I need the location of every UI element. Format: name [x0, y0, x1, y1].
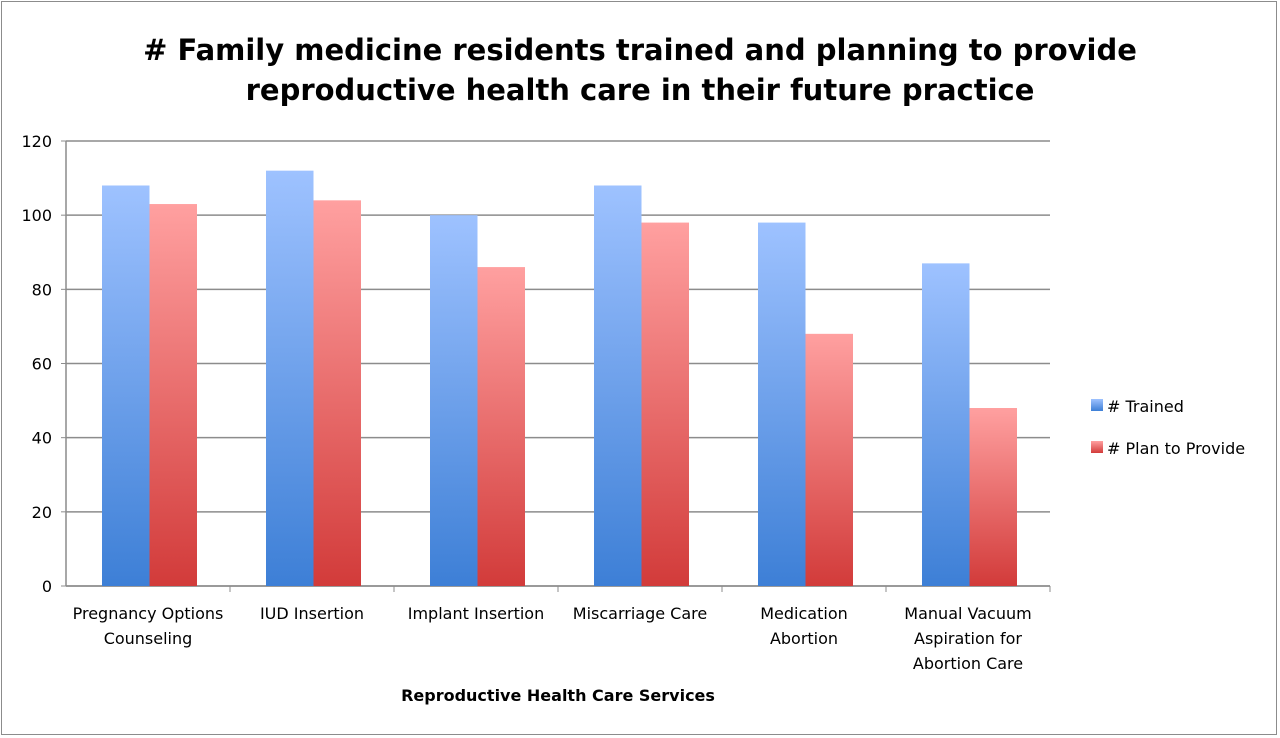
legend-swatch	[1091, 399, 1103, 411]
chart-title-line-2: reproductive health care in their future…	[245, 73, 1035, 107]
y-tick-label: 0	[42, 577, 52, 596]
y-tick-label: 60	[32, 355, 52, 374]
x-category-label: Counseling	[104, 629, 193, 648]
x-category-label: Medication	[760, 604, 848, 623]
bar-plan-to-provide	[969, 408, 1017, 586]
y-tick-label: 40	[32, 429, 52, 448]
x-category-label: Abortion	[770, 629, 838, 648]
x-category-label: Abortion Care	[913, 654, 1023, 673]
bar-trained	[594, 185, 642, 586]
y-tick-label: 80	[32, 280, 52, 299]
x-category-label: Miscarriage Care	[573, 604, 707, 623]
bar-trained	[102, 185, 150, 586]
x-axis-title: Reproductive Health Care Services	[401, 686, 715, 705]
chart-title: # Family medicine residents trained and …	[0, 30, 1280, 110]
legend-swatch	[1091, 441, 1103, 453]
chart-title-line-1: # Family medicine residents trained and …	[143, 33, 1137, 67]
bar-plan-to-provide	[805, 333, 853, 586]
bar-plan-to-provide	[641, 222, 689, 587]
bar-plan-to-provide	[477, 267, 525, 586]
x-category-label: Implant Insertion	[408, 604, 544, 623]
y-tick-label: 20	[32, 503, 52, 522]
bar-plan-to-provide	[313, 200, 361, 587]
bar-plan-to-provide	[149, 204, 197, 586]
bar-trained	[922, 263, 970, 586]
bar-trained	[266, 170, 314, 586]
x-category-label: IUD Insertion	[260, 604, 364, 623]
bar-trained	[758, 222, 806, 587]
legend-label: # Trained	[1107, 397, 1184, 416]
x-category-label: Manual Vacuum	[904, 604, 1031, 623]
x-category-label: Pregnancy Options	[73, 604, 224, 623]
x-category-label: Aspiration for	[914, 629, 1022, 648]
bar-trained	[430, 215, 478, 586]
y-tick-label: 100	[21, 206, 52, 225]
legend-label: # Plan to Provide	[1107, 439, 1245, 458]
y-tick-label: 120	[21, 132, 52, 151]
